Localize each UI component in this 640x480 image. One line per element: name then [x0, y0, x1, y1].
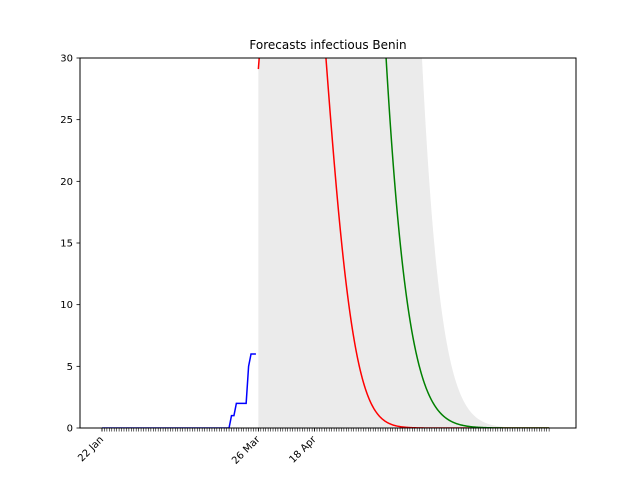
- confidence-band: [258, 58, 550, 428]
- y-axis: 0 5 10 15 20 25 30: [60, 54, 80, 435]
- y-tick-label: 20: [60, 177, 73, 188]
- series-line-observed: [101, 353, 256, 428]
- y-tick-label: 0: [67, 424, 73, 435]
- y-tick-label: 25: [60, 115, 73, 126]
- y-tick-label: 10: [60, 300, 73, 311]
- series-line-forecast_central: [257, 58, 550, 428]
- chart-title: Forecasts infectious Benin: [249, 38, 406, 52]
- y-tick-label: 30: [60, 54, 73, 65]
- y-tick-label: 15: [60, 239, 73, 250]
- y-tick-label: 5: [67, 362, 73, 373]
